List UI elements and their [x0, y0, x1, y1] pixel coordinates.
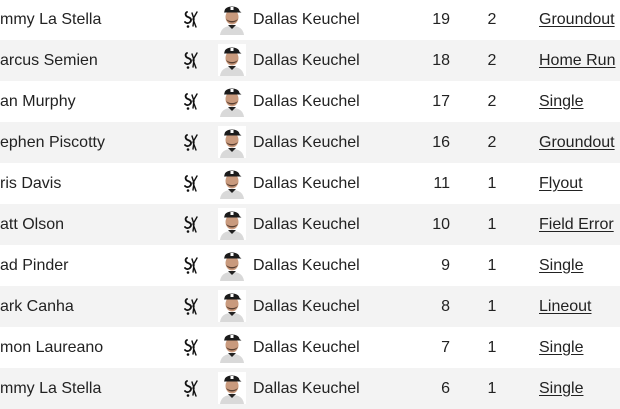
- batter-name: mmy La Stella: [0, 10, 102, 28]
- pitcher-name: Dallas Keuchel: [253, 174, 360, 192]
- pitcher-name: Dallas Keuchel: [253, 379, 360, 397]
- result-link[interactable]: Single: [539, 256, 584, 274]
- pitcher-name: Dallas Keuchel: [253, 297, 360, 315]
- table-row: mmy La Stella Dallas Keuchel 19 2 Ground…: [0, 0, 620, 40]
- batter-name: mon Laureano: [0, 338, 104, 356]
- pitcher-name: Dallas Keuchel: [253, 338, 360, 356]
- pitcher-headshot-icon: [218, 208, 246, 240]
- pitcher-headshot-icon: [218, 249, 246, 281]
- inning: 2: [487, 92, 497, 110]
- batter-name: att Olson: [0, 215, 65, 233]
- result-link[interactable]: Field Error: [539, 215, 614, 233]
- inning: 1: [487, 379, 497, 397]
- pitcher-headshot-icon: [218, 167, 246, 199]
- pitcher-headshot-icon: [218, 3, 246, 35]
- batter-name: mmy La Stella: [0, 379, 102, 397]
- table-row: an Murphy Dallas Keuchel 17 2 Single: [0, 81, 620, 122]
- pitch-number: 8: [441, 297, 450, 315]
- table-row: att Olson Dallas Keuchel 10 1 Field Erro…: [0, 204, 620, 245]
- table-row: ris Davis Dallas Keuchel 11 1 Flyout: [0, 163, 620, 204]
- pitcher-headshot-icon: [218, 44, 246, 76]
- result-link[interactable]: Groundout: [539, 133, 615, 151]
- pitch-number: 18: [432, 51, 450, 69]
- table-row: ad Pinder Dallas Keuchel 9 1 Single: [0, 245, 620, 286]
- batter-name: ark Canha: [0, 297, 74, 315]
- pitcher-headshot-icon: [218, 85, 246, 117]
- result-link[interactable]: Groundout: [539, 10, 615, 28]
- pitcher-headshot-icon: [218, 126, 246, 158]
- pitcher-name: Dallas Keuchel: [253, 51, 360, 69]
- inning: 2: [487, 51, 497, 69]
- pitcher-headshot-icon: [218, 372, 246, 404]
- white-sox-logo-icon: [184, 52, 198, 69]
- batter-name: ris Davis: [0, 174, 62, 192]
- white-sox-logo-icon: [184, 380, 198, 397]
- white-sox-logo-icon: [184, 216, 198, 233]
- pitch-number: 6: [441, 379, 450, 397]
- pitch-number: 10: [432, 215, 450, 233]
- batter-name: an Murphy: [0, 92, 76, 110]
- pitch-number: 17: [432, 92, 450, 110]
- inning: 2: [487, 133, 497, 151]
- batter-name: arcus Semien: [0, 51, 98, 69]
- pitch-number: 16: [432, 133, 450, 151]
- result-link[interactable]: Single: [539, 338, 584, 356]
- result-link[interactable]: Single: [539, 379, 584, 397]
- result-link[interactable]: Lineout: [539, 297, 592, 315]
- white-sox-logo-icon: [184, 175, 198, 192]
- batter-name: ephen Piscotty: [0, 133, 105, 151]
- inning: 1: [487, 338, 497, 356]
- pitcher-headshot-icon: [218, 290, 246, 322]
- white-sox-logo-icon: [184, 93, 198, 110]
- table-row: mon Laureano Dallas Keuchel 7 1 Single: [0, 327, 620, 368]
- table-row: arcus Semien Dallas Keuchel 18 2 Home Ru…: [0, 40, 620, 81]
- inning: 1: [487, 256, 497, 274]
- pitch-number: 9: [441, 256, 450, 274]
- pitch-number: 7: [441, 338, 450, 356]
- pitcher-name: Dallas Keuchel: [253, 256, 360, 274]
- pitch-number: 11: [433, 174, 450, 192]
- pitcher-name: Dallas Keuchel: [253, 92, 360, 110]
- inning: 2: [487, 10, 497, 28]
- table-row: mmy La Stella Dallas Keuchel 6 1 Single: [0, 368, 620, 409]
- table-row: ark Canha Dallas Keuchel 8 1 Lineout: [0, 286, 620, 327]
- white-sox-logo-icon: [184, 339, 198, 356]
- white-sox-logo-icon: [184, 11, 198, 28]
- white-sox-logo-icon: [184, 298, 198, 315]
- white-sox-logo-icon: [184, 134, 198, 151]
- pitcher-name: Dallas Keuchel: [253, 10, 360, 28]
- result-link[interactable]: Flyout: [539, 174, 583, 192]
- pitcher-name: Dallas Keuchel: [253, 215, 360, 233]
- pitcher-name: Dallas Keuchel: [253, 133, 360, 151]
- pitch-number: 19: [432, 10, 450, 28]
- batter-name: ad Pinder: [0, 256, 69, 274]
- result-link[interactable]: Home Run: [539, 51, 616, 69]
- white-sox-logo-icon: [184, 257, 198, 274]
- inning: 1: [487, 174, 497, 192]
- table-row: ephen Piscotty Dallas Keuchel 16 2 Groun…: [0, 122, 620, 163]
- inning: 1: [487, 215, 497, 233]
- result-link[interactable]: Single: [539, 92, 584, 110]
- inning: 1: [487, 297, 497, 315]
- pitcher-headshot-icon: [218, 331, 246, 363]
